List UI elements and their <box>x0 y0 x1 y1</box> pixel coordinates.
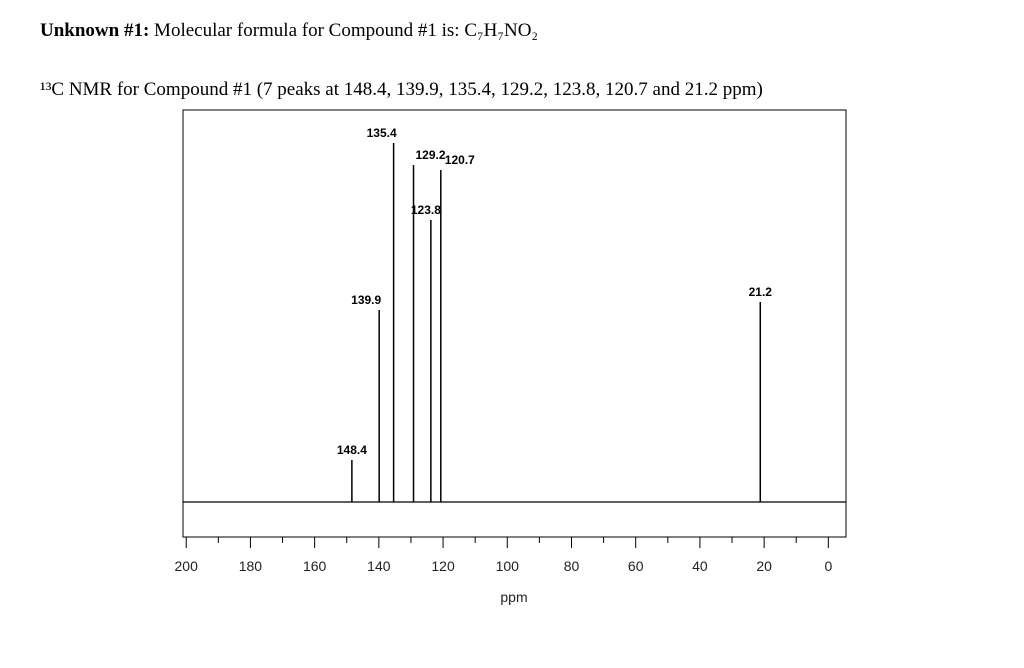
x-axis-label: ppm <box>500 589 527 605</box>
heading: Unknown #1: Molecular formula for Compou… <box>40 20 538 42</box>
peak-label: 135.4 <box>367 126 397 140</box>
x-tick-label: 140 <box>367 558 391 574</box>
heading-label: Unknown #1: <box>40 20 150 41</box>
x-tick-label: 80 <box>564 558 580 574</box>
peak-label: 139.9 <box>351 293 381 307</box>
x-tick-label: 200 <box>175 558 199 574</box>
heading-text: Molecular formula for Compound #1 is: C₇… <box>154 20 539 41</box>
x-tick-label: 0 <box>824 558 832 574</box>
x-tick-label: 40 <box>692 558 708 574</box>
x-tick-label: 20 <box>756 558 772 574</box>
x-tick-label: 120 <box>431 558 455 574</box>
peak-label: 123.8 <box>411 203 441 217</box>
peak-label: 148.4 <box>337 443 367 457</box>
peak-label: 129.2 <box>416 148 446 162</box>
peak-label: 21.2 <box>749 285 773 299</box>
x-tick-label: 100 <box>496 558 520 574</box>
peak-label: 120.7 <box>445 153 475 167</box>
x-tick-label: 180 <box>239 558 263 574</box>
x-tick-label: 160 <box>303 558 327 574</box>
chart-title: ¹³C NMR for Compound #1 (7 peaks at 148.… <box>40 79 763 100</box>
plot-frame <box>182 109 847 538</box>
x-tick-label: 60 <box>628 558 644 574</box>
